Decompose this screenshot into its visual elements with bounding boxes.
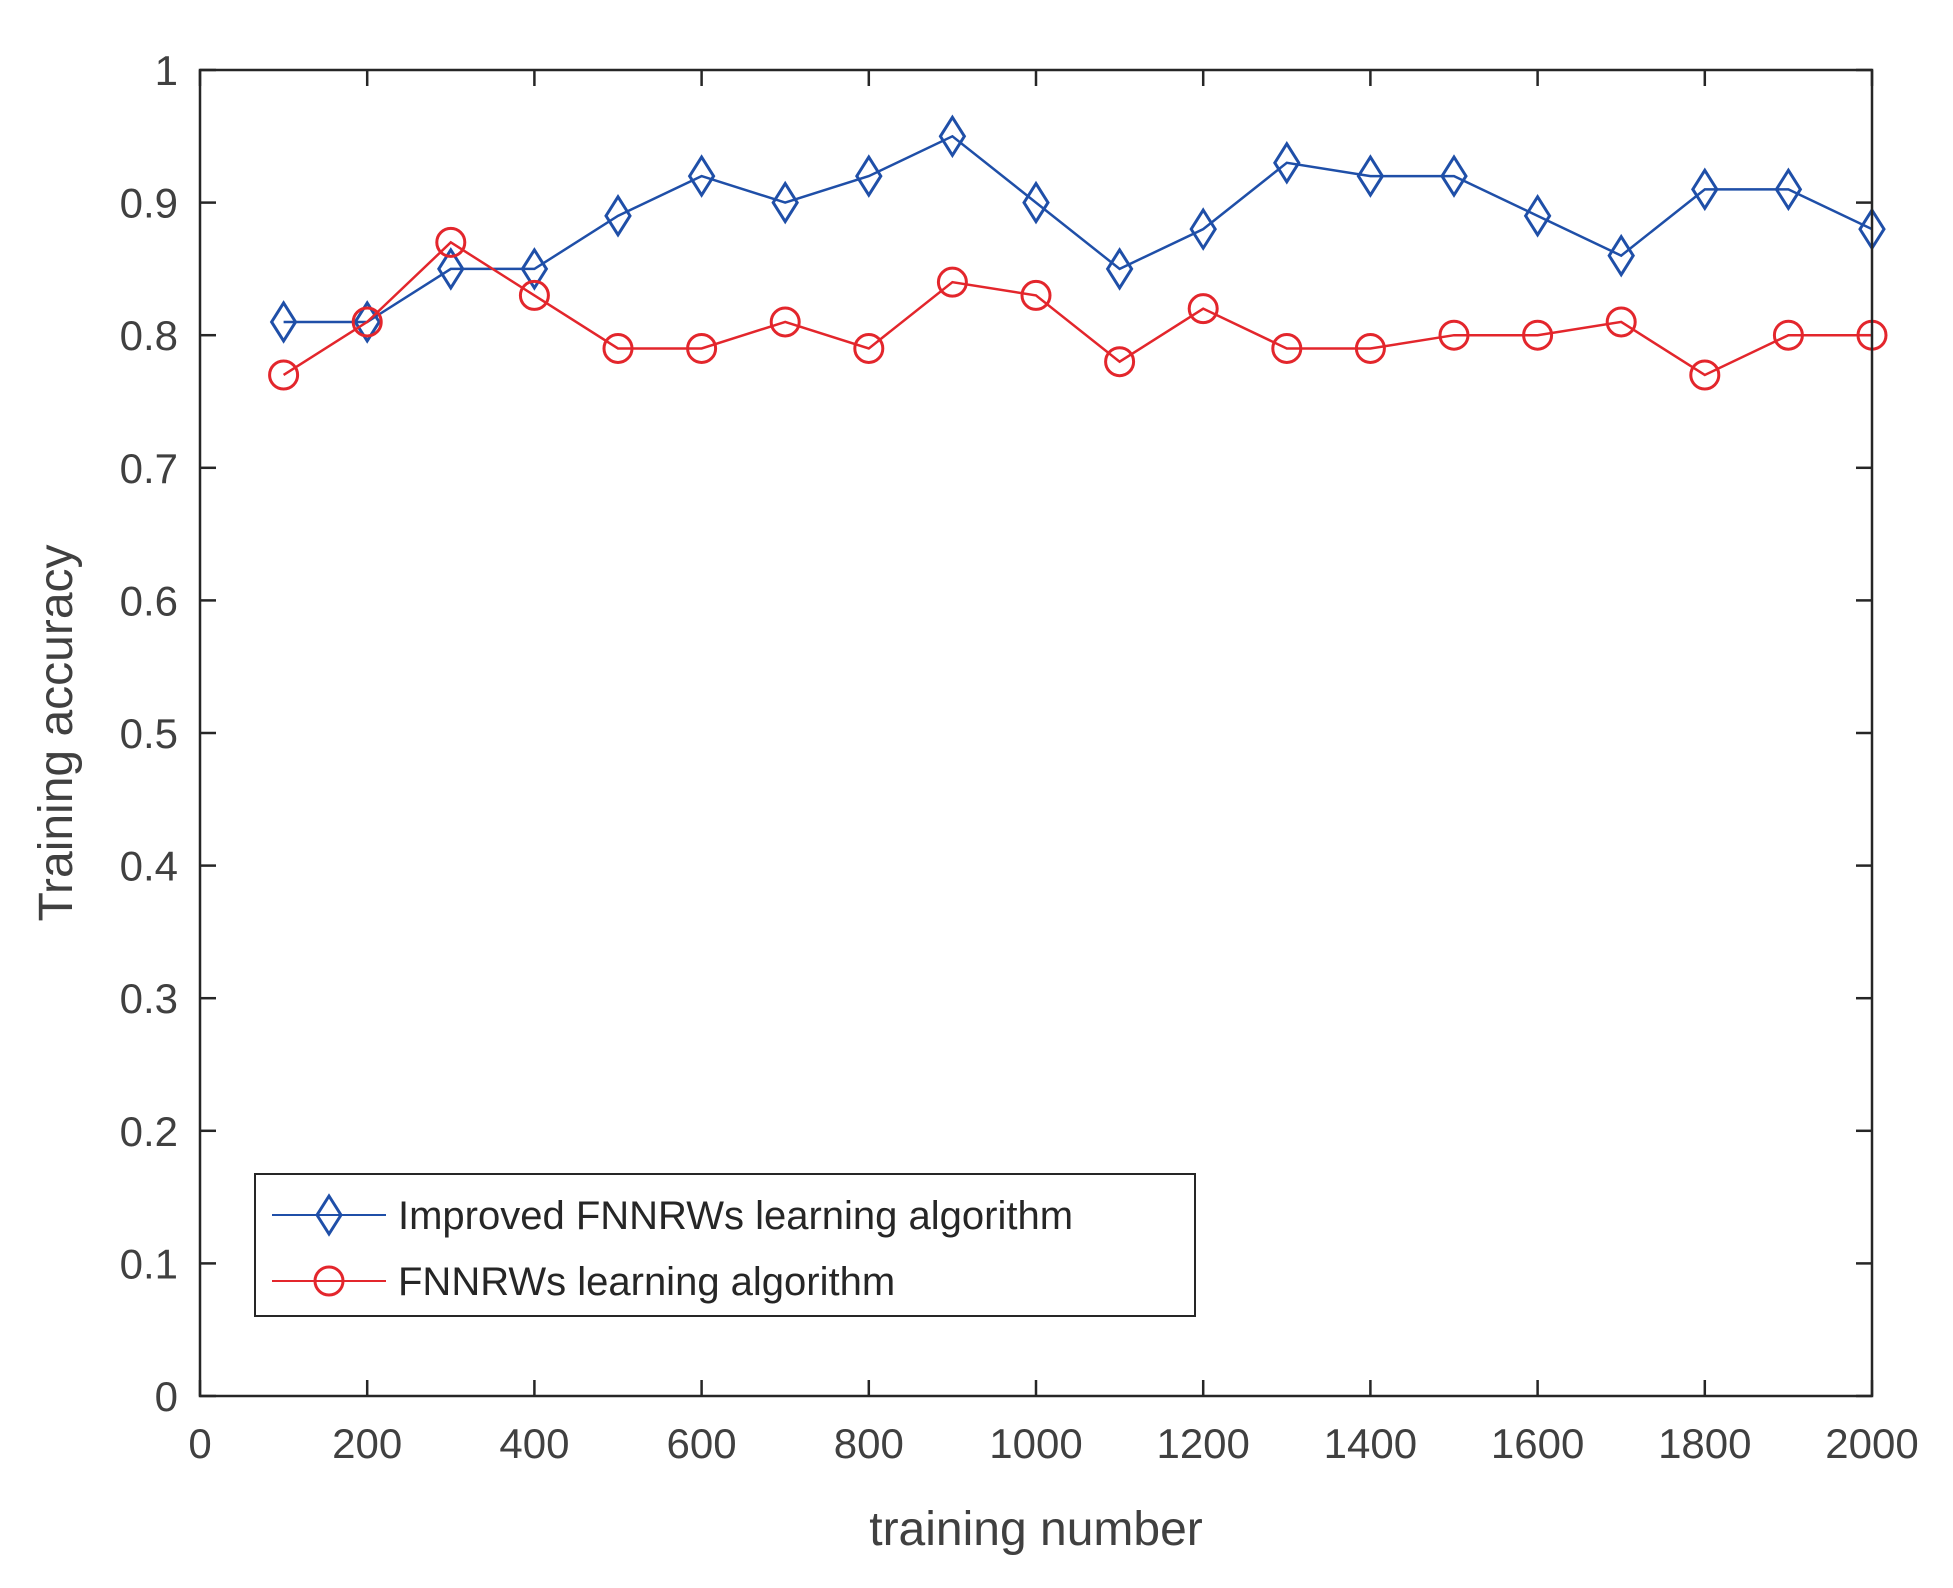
data-point-circle <box>1354 332 1386 364</box>
x-tick-label: 600 <box>667 1420 737 1467</box>
x-tick-label: 1600 <box>1491 1420 1584 1467</box>
data-point-circle <box>518 279 550 311</box>
data-point-diamond <box>269 300 298 344</box>
x-tick-label: 800 <box>834 1420 904 1467</box>
x-tick-label: 0 <box>188 1420 211 1467</box>
y-tick-label: 0.9 <box>120 180 178 227</box>
data-point-diamond <box>1022 180 1050 225</box>
legend-label-fnnrws: FNNRWs learning algorithm <box>398 1260 895 1304</box>
data-point-circle <box>1772 319 1804 351</box>
data-point-circle <box>602 332 634 364</box>
data-point-diamond <box>1774 167 1803 212</box>
x-tick-label: 1800 <box>1658 1420 1751 1467</box>
data-point-diamond <box>855 154 883 198</box>
x-axis-label: training number <box>869 1503 1203 1556</box>
y-tick-label: 1 <box>155 47 178 94</box>
y-tick-labels: 0 0.1 0.2 0.3 0.4 0.5 0.6 0.7 0.8 0.9 1 <box>120 47 178 1420</box>
data-point-circle <box>1271 332 1303 364</box>
x-tick-label: 1000 <box>989 1420 1082 1467</box>
legend-entry-improved: Improved FNNRWs learning algorithm <box>272 1193 1073 1238</box>
data-point-circle <box>1104 346 1136 378</box>
y-tick-label: 0.3 <box>120 975 178 1022</box>
data-point-circle <box>853 332 885 364</box>
x-tick-label: 200 <box>332 1420 402 1467</box>
data-point-diamond <box>1189 207 1217 251</box>
x-tick-label: 400 <box>499 1420 569 1467</box>
y-tick-label: 0.1 <box>120 1240 178 1287</box>
series-improved-fnnrws <box>269 114 1886 344</box>
data-point-diamond <box>1607 233 1635 278</box>
data-point-diamond <box>1523 194 1552 238</box>
data-point-circle <box>1438 319 1470 351</box>
data-point-circle <box>351 306 383 338</box>
data-point-circle <box>686 332 718 364</box>
data-point-diamond <box>437 247 465 291</box>
data-point-circle <box>936 266 968 298</box>
data-point-diamond <box>604 194 632 238</box>
data-point-diamond <box>687 154 716 198</box>
data-point-circle <box>1020 279 1052 311</box>
data-point-diamond <box>771 180 799 225</box>
legend-box <box>254 1173 1196 1317</box>
data-point-circle <box>1522 319 1554 351</box>
data-point-diamond <box>938 114 967 159</box>
legend-label-improved: Improved FNNRWs learning algorithm <box>398 1194 1073 1238</box>
data-point-diamond <box>520 247 549 291</box>
x-tick-labels: 0 200 400 600 800 1000 1200 1400 1600 1800 2000 <box>188 1420 1918 1467</box>
y-axis-label: Training accuracy <box>30 544 83 921</box>
x-tick-label: 1400 <box>1324 1420 1417 1467</box>
series-fnnrws <box>268 226 1888 391</box>
legend-circle-marker <box>313 1265 345 1297</box>
data-point-circle <box>1187 293 1219 325</box>
data-point-circle <box>268 359 300 391</box>
data-point-diamond <box>1273 141 1301 185</box>
y-tick-label: 0.6 <box>120 577 178 624</box>
series-layer <box>268 114 1888 391</box>
series-line <box>283 134 1873 324</box>
data-point-circle <box>1605 306 1637 338</box>
plot-frame <box>198 68 1874 1398</box>
data-point-diamond <box>1105 247 1134 291</box>
y-tick-label: 0.5 <box>120 710 178 757</box>
y-tick-label: 0 <box>155 1373 178 1420</box>
data-point-diamond <box>1440 154 1468 198</box>
y-tick-label: 0.7 <box>120 445 178 492</box>
y-tick-label: 0.2 <box>120 1108 178 1155</box>
data-point-circle <box>1689 359 1721 391</box>
data-point-circle <box>435 226 467 258</box>
data-point-circle <box>769 306 801 338</box>
y-tick-label: 0.4 <box>120 843 178 890</box>
legend-entry-fnnrws: FNNRWs learning algorithm <box>272 1260 895 1304</box>
data-point-diamond <box>1356 154 1385 198</box>
y-tick-label: 0.8 <box>120 312 178 359</box>
x-tick-label: 1200 <box>1156 1420 1249 1467</box>
legend: Improved FNNRWs learning algorithm FNNRW… <box>254 1173 1196 1317</box>
legend-diamond-marker <box>315 1193 343 1237</box>
data-point-diamond <box>1691 167 1719 212</box>
x-tick-label: 2000 <box>1825 1420 1918 1467</box>
